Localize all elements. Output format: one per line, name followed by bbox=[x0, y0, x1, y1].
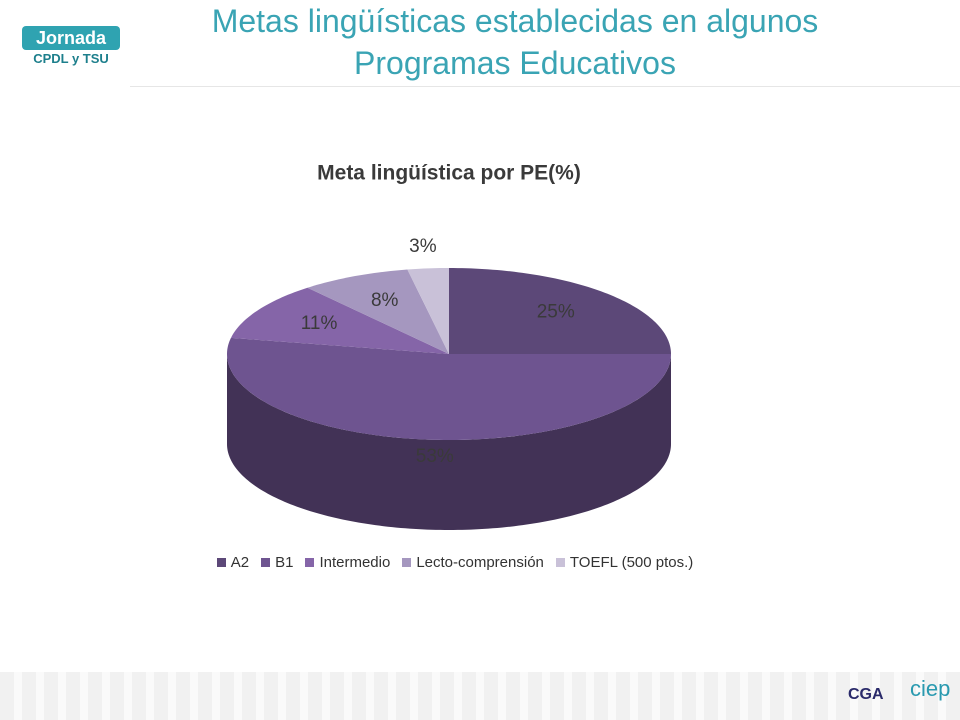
slice bbox=[407, 268, 449, 354]
logo-ciep: ciep bbox=[910, 676, 951, 701]
legend-swatch bbox=[555, 558, 565, 567]
slice bbox=[449, 268, 671, 354]
logo-main: Jornada bbox=[22, 26, 120, 50]
legend-item: Lecto-comprensión bbox=[402, 554, 544, 571]
logo-cga: CGA bbox=[848, 686, 884, 703]
divider bbox=[130, 86, 960, 87]
legend-item: TOEFL (500 ptos.) bbox=[555, 554, 694, 571]
slice bbox=[230, 287, 449, 354]
slice-side bbox=[227, 354, 671, 530]
slice-top bbox=[307, 269, 449, 354]
chart: Meta lingüística por PE(%) 25% 53% 11% 8% 3% bbox=[227, 162, 672, 530]
chart-title: Meta lingüística por PE(%) bbox=[317, 162, 581, 185]
data-label: 11% bbox=[301, 313, 338, 334]
data-label: 53% bbox=[416, 446, 454, 467]
data-label: 8% bbox=[371, 290, 399, 311]
legend: A2 B1 Intermedio Lecto-comprensión TOEFL (50… bbox=[0, 554, 910, 571]
data-label: 3% bbox=[409, 236, 437, 257]
logo: Jornada CPDL y TSU bbox=[22, 14, 120, 72]
legend-label: Intermedio bbox=[319, 554, 391, 571]
slide-title: Metas lingüísticas establecidas en algun… bbox=[211, 3, 819, 81]
legend-swatch bbox=[216, 558, 226, 567]
slice-top bbox=[230, 287, 449, 354]
slice-top bbox=[227, 337, 672, 440]
legend-swatch bbox=[261, 558, 271, 567]
legend-item: Intermedio bbox=[305, 554, 390, 571]
data-label: 25% bbox=[537, 302, 575, 323]
legend-swatch bbox=[402, 558, 412, 567]
legend-label: A2 bbox=[230, 554, 250, 571]
logo-sub: CPDL y TSU bbox=[33, 51, 109, 66]
legend-label: B1 bbox=[275, 554, 294, 571]
slice-top bbox=[449, 268, 671, 354]
legend-item: B1 bbox=[261, 554, 293, 571]
legend-label: TOEFL (500 ptos.) bbox=[569, 554, 694, 571]
legend-item: A2 bbox=[216, 554, 250, 571]
slice bbox=[227, 337, 672, 530]
footer-pattern bbox=[0, 672, 960, 720]
legend-label: Lecto-comprensión bbox=[416, 554, 544, 571]
slice-top bbox=[407, 268, 449, 354]
slice bbox=[307, 269, 449, 354]
legend-swatch bbox=[305, 558, 315, 567]
